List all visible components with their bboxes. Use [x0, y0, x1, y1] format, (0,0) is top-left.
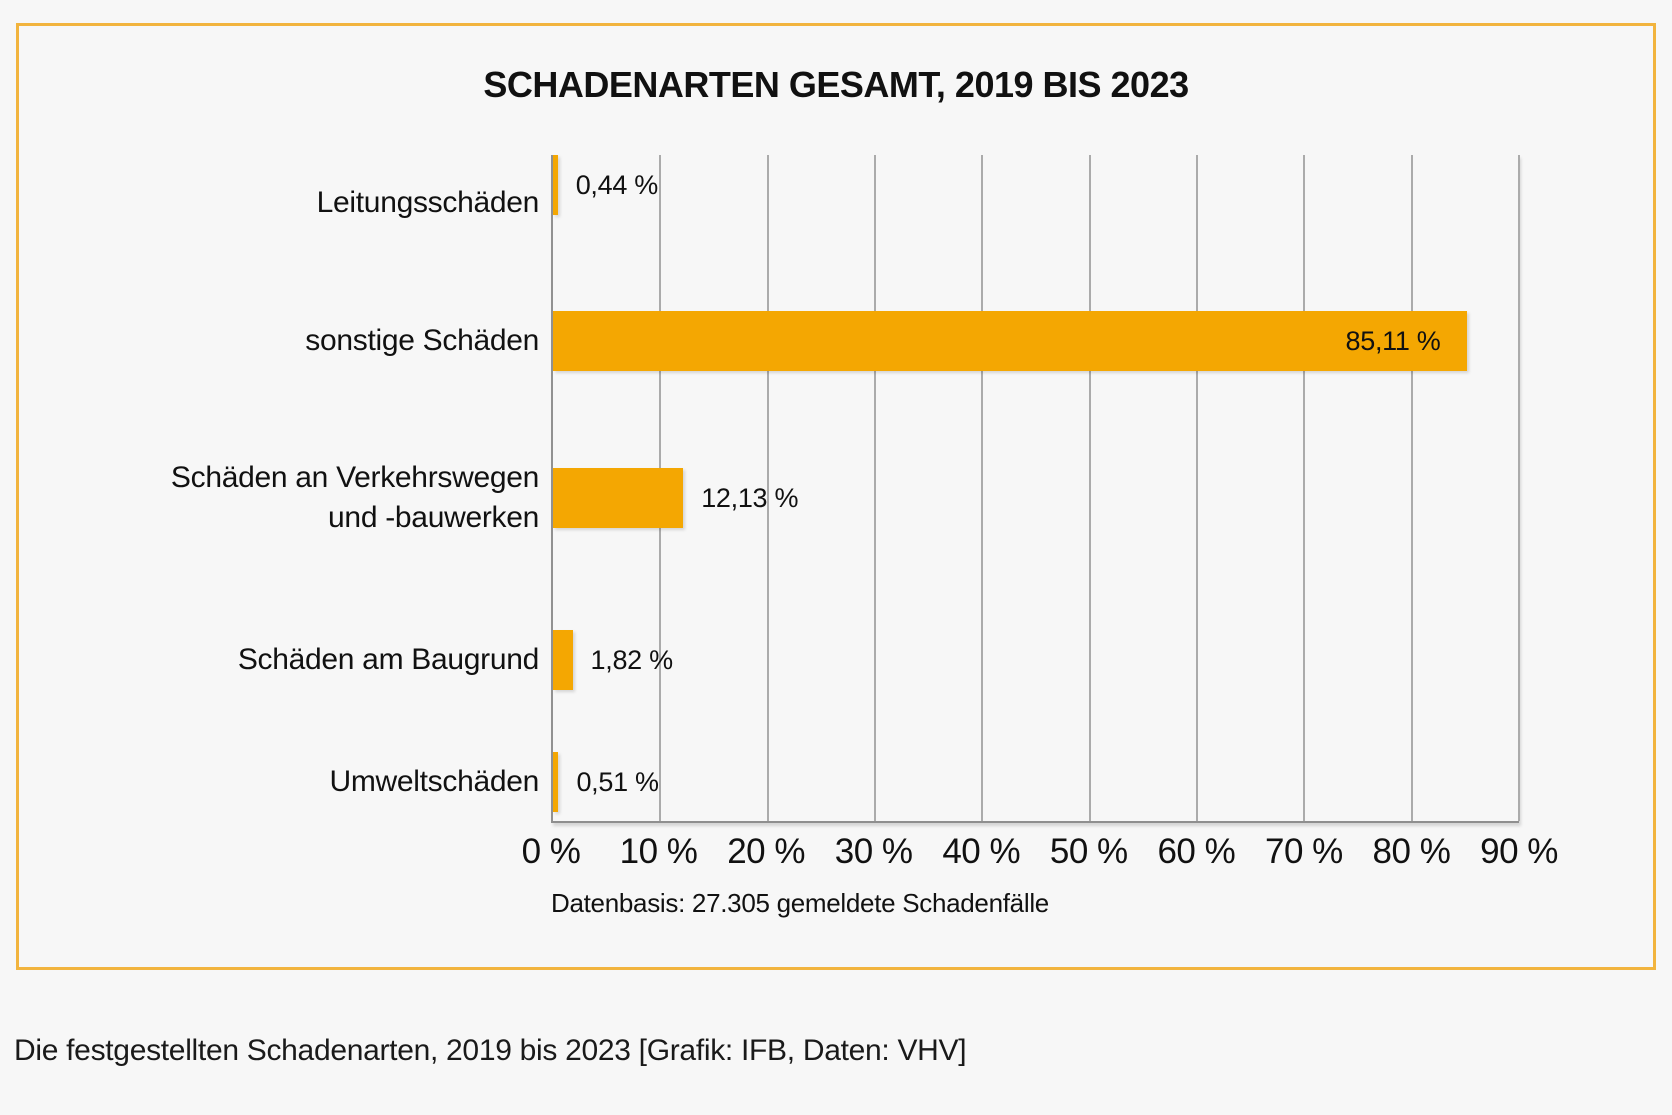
chart-panel: SCHADENARTEN GESAMT, 2019 BIS 2023 Leitu… [16, 23, 1656, 970]
category-label-sonstige-schaeden: sonstige Schäden [305, 324, 539, 357]
gridline [981, 155, 984, 821]
plot-area: 85,11 % 12,13 % 1,82 % 0,51 % 0,44 % [551, 155, 1520, 823]
figure-caption: Die festgestellten Schadenarten, 2019 bi… [14, 1034, 967, 1067]
category-label-verkehrswege: Schäden an Verkehrswegen und -bauwerken [170, 461, 539, 534]
category-label-leitungsschaeden: Leitungsschäden [316, 186, 540, 219]
x-tick-label: 50 % [1049, 832, 1128, 871]
x-tick-label: 20 % [727, 832, 805, 871]
gridline [1088, 155, 1091, 821]
gridline [873, 155, 876, 821]
x-tick-label: 80 % [1372, 832, 1451, 871]
bar-row: 1,82 % [553, 630, 1519, 690]
x-tick-label: 0 % [521, 832, 581, 871]
x-tick-label: 90 % [1480, 832, 1558, 871]
source-note: Datenbasis: 27.305 gemeldete Schadenfäll… [551, 888, 1049, 918]
bar-row: 0,51 % [553, 752, 1519, 812]
category-axis: Leitungsschäden sonstige Schäden Schäden… [159, 155, 539, 823]
x-tick-label: 40 % [942, 832, 1021, 871]
bar-leitungsschaeden: 85,11 % [553, 311, 1467, 371]
gridline [1410, 155, 1413, 821]
value-label: 0,51 % [576, 766, 659, 797]
gridline [766, 155, 769, 821]
gridline [1303, 155, 1306, 821]
bar-baugrund [553, 752, 559, 812]
value-label: 85,11 % [1345, 325, 1441, 356]
value-label: 12,13 % [701, 482, 799, 513]
category-label-baugrund: Schäden am Baugrund [237, 643, 539, 676]
bar-verkehrswege [553, 630, 573, 690]
x-tick-label: 10 % [619, 832, 698, 871]
gridline [1195, 155, 1198, 821]
bar-row: 85,11 % [553, 311, 1519, 371]
category-label-umweltschaeden: Umweltschäden [329, 765, 539, 798]
bar-sonstige-schaeden [553, 468, 684, 528]
bar-umweltschaeden [553, 155, 558, 215]
gridline [1518, 155, 1520, 821]
x-tick-label: 30 % [834, 832, 913, 871]
x-tick-label: 70 % [1264, 832, 1343, 871]
value-label: 1,82 % [590, 644, 674, 675]
x-axis: 0 % 10 % 20 % 30 % 40 % 50 % 60 % 70 % 80 % 90 % [522, 832, 1559, 878]
bar-row: 12,13 % [553, 468, 1519, 528]
bar-row: 0,44 % [553, 155, 1519, 215]
chart-title: SCHADENARTEN GESAMT, 2019 BIS 2023 [483, 64, 1189, 105]
x-tick-label: 60 % [1157, 832, 1236, 871]
value-label: 0,44 % [575, 169, 659, 200]
